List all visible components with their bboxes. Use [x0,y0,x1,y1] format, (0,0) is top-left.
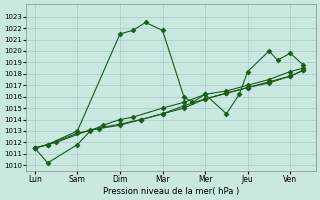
X-axis label: Pression niveau de la mer( hPa ): Pression niveau de la mer( hPa ) [103,187,239,196]
